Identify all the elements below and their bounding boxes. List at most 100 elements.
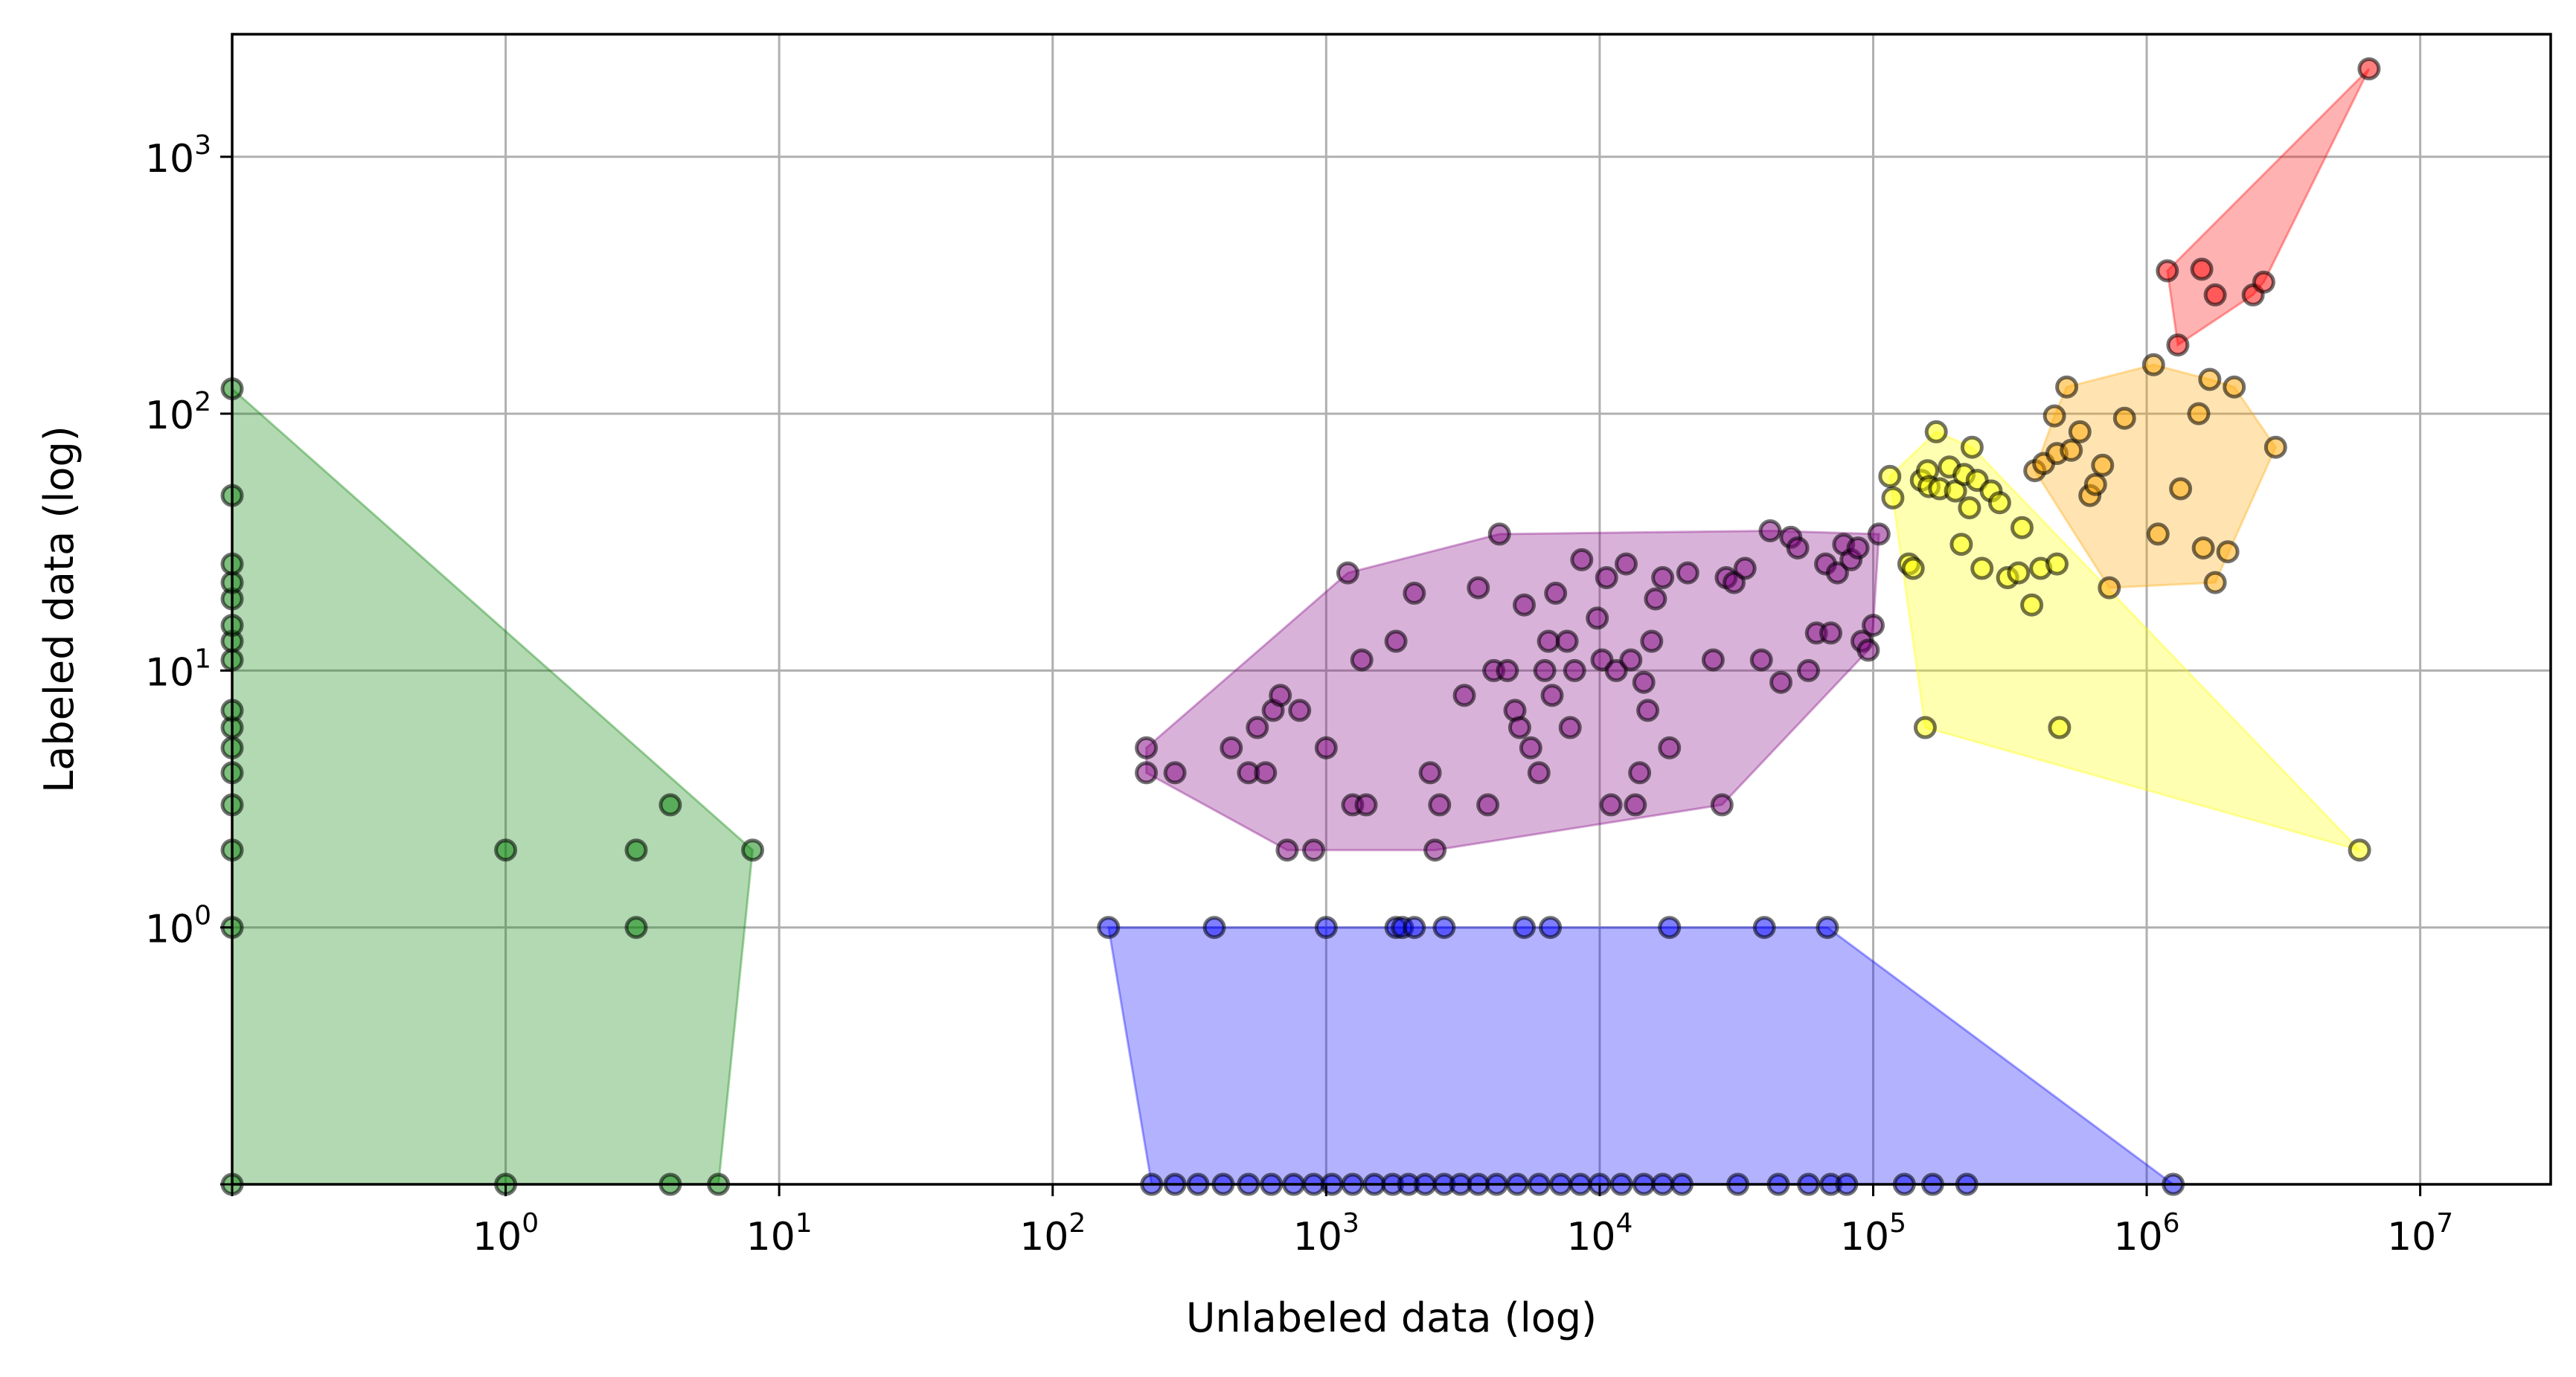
data-point: [624, 838, 648, 862]
data-point: [2223, 375, 2246, 399]
y-tick-label: 102: [145, 387, 211, 438]
data-point: [1403, 581, 1426, 605]
y-axis-label: Labeled data (log): [36, 426, 83, 793]
data-point: [2357, 57, 2381, 80]
data-point: [2190, 257, 2214, 281]
data-point: [1862, 614, 1885, 638]
data-point: [1797, 658, 1820, 682]
data-point: [2252, 270, 2275, 294]
data-point: [2187, 402, 2211, 426]
data-point: [741, 838, 764, 862]
data-point: [1758, 519, 1782, 542]
data-point: [1476, 793, 1500, 817]
data-point: [2348, 838, 2371, 862]
data-point: [1487, 522, 1511, 546]
data-point: [2020, 593, 2044, 617]
data-point: [2216, 540, 2240, 564]
data-point: [1769, 670, 1792, 694]
x-tick-label: 100: [472, 1208, 539, 1259]
data-point: [1354, 793, 1378, 817]
data-point: [659, 793, 682, 817]
data-point: [1135, 736, 1159, 760]
data-point: [1527, 761, 1551, 785]
data-point: [1710, 793, 1734, 817]
data-point: [1097, 916, 1121, 940]
data-point: [1423, 838, 1447, 862]
data-point: [1513, 916, 1536, 940]
data-point: [2169, 477, 2193, 501]
data-point: [1336, 561, 1359, 585]
data-point: [1901, 556, 1925, 580]
data-point: [1658, 916, 1682, 940]
data-point: [1275, 838, 1299, 862]
data-point: [1987, 491, 2011, 515]
data-point: [1384, 629, 1408, 653]
y-tick-label: 100: [145, 901, 211, 952]
data-point: [1586, 606, 1609, 630]
data-point: [1508, 716, 1531, 739]
data-point: [1628, 761, 1652, 785]
data-point: [1960, 435, 1984, 459]
data-point: [1701, 648, 1725, 672]
data-point: [2007, 561, 2031, 585]
grid: [232, 34, 2551, 1184]
data-point: [1135, 761, 1159, 785]
data-point: [1615, 552, 1638, 576]
data-point: [1846, 536, 1870, 560]
data-point: [1496, 658, 1519, 682]
data-point: [1563, 658, 1586, 682]
data-point: [2156, 259, 2179, 283]
data-point: [624, 916, 648, 940]
data-point: [2055, 375, 2079, 399]
data-point: [2191, 536, 2215, 560]
data-point: [1220, 736, 1243, 760]
data-point: [1302, 838, 1325, 862]
data-point: [1533, 658, 1557, 682]
data-point: [2068, 420, 2092, 443]
data-point: [1970, 556, 1994, 580]
x-tick-label: 103: [1293, 1208, 1359, 1259]
data-point: [1636, 699, 1660, 722]
x-tick-label: 106: [2114, 1208, 2180, 1259]
data-point: [1555, 629, 1579, 653]
data-point: [1314, 736, 1338, 760]
data-point: [1856, 638, 1880, 662]
data-point: [1881, 486, 1905, 510]
data-point: [1867, 522, 1891, 546]
x-tick-label: 104: [1566, 1208, 1633, 1259]
plot-frame: [231, 33, 2552, 1186]
data-point: [1733, 556, 1757, 580]
data-point: [2060, 438, 2083, 462]
data-point: [1595, 566, 1618, 589]
data-point: [1269, 684, 1292, 707]
data-point: [2048, 716, 2072, 739]
data-point: [2091, 453, 2115, 477]
data-point: [1632, 670, 1656, 694]
data-point: [2011, 516, 2034, 539]
data-point: [2203, 571, 2227, 594]
data-point: [1537, 629, 1560, 653]
data-point: [1640, 629, 1664, 653]
data-point: [1658, 736, 1682, 760]
data-point: [1540, 684, 1564, 707]
cluster-hulls: [231, 68, 2371, 1186]
data-point: [1246, 716, 1269, 739]
data-point: [2141, 353, 2165, 376]
data-point: [1452, 684, 1476, 707]
data-point: [1519, 736, 1542, 760]
data-point: [1513, 593, 1536, 617]
data-point: [1786, 536, 1810, 560]
data-point: [2146, 522, 2170, 546]
data-point: [1544, 581, 1568, 605]
data-point: [1570, 548, 1594, 571]
x-tick-label: 101: [746, 1208, 813, 1259]
data-point: [2042, 404, 2066, 428]
data-point: [1432, 916, 1456, 940]
data-point: [2166, 333, 2190, 357]
data-point: [1418, 761, 1442, 785]
data-point: [1288, 699, 1312, 722]
data-point: [1624, 793, 1647, 817]
x-axis-label: Unlabeled data (log): [1186, 1294, 1597, 1341]
data-point: [1958, 496, 1981, 520]
